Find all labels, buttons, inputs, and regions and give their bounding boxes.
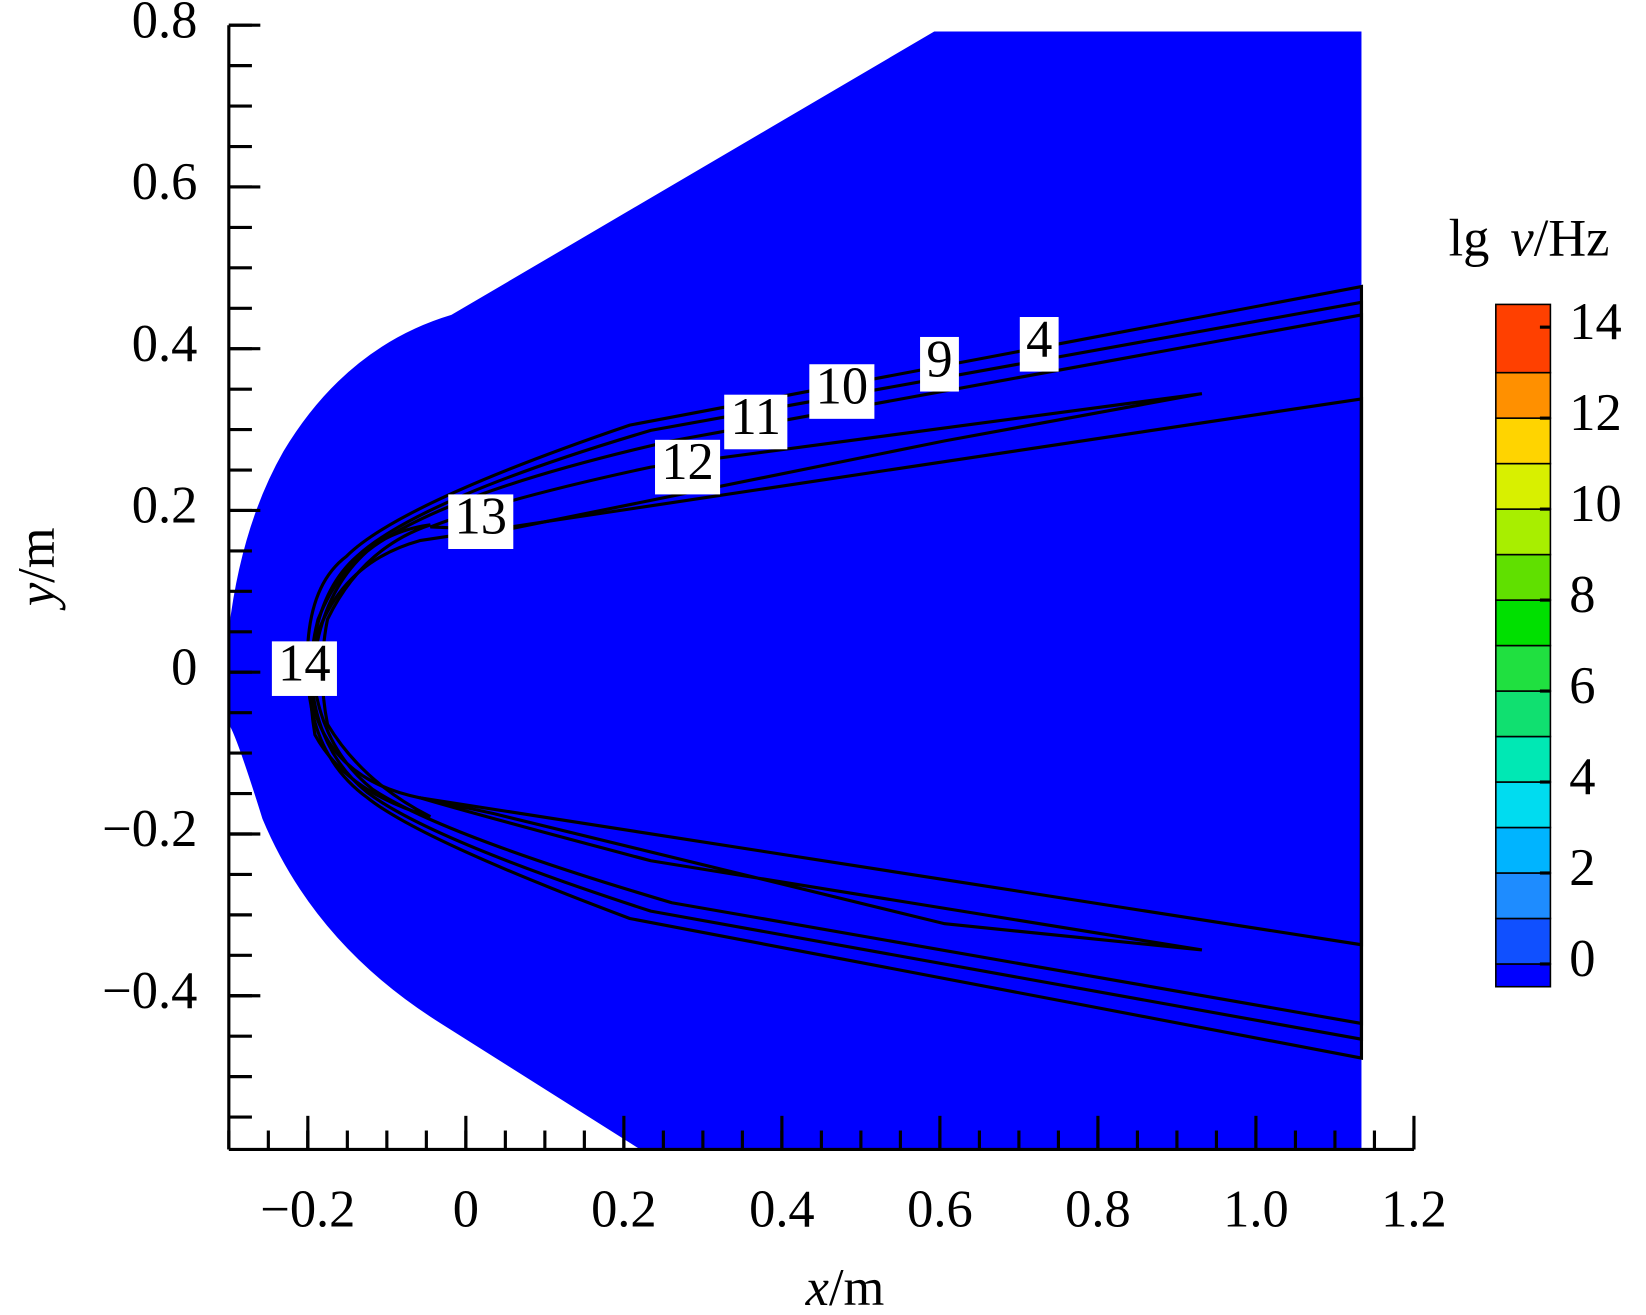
colorbar-symbol: ν — [1510, 210, 1534, 268]
contour-label: 9 — [926, 330, 952, 388]
colorbar-tick-label: 14 — [1569, 293, 1621, 351]
contour-red — [308, 523, 432, 819]
contour-label-box — [809, 364, 875, 419]
x-tick-label: 0.4 — [749, 1181, 815, 1239]
x-tick-label: 0.2 — [591, 1181, 657, 1239]
colorbar-title: lg ν/Hz — [1449, 210, 1610, 268]
y-tick-label: 0.8 — [132, 0, 198, 49]
y-axis-label: y/m — [8, 527, 66, 611]
colorbar-unit: /Hz — [1534, 210, 1610, 268]
y-axis-unit: /m — [8, 527, 66, 582]
colorbar-band — [1495, 462, 1552, 510]
field-blue — [228, 31, 1362, 1150]
colorbar-prefix: lg — [1449, 210, 1490, 268]
x-tick-label: 1.0 — [1223, 1181, 1289, 1239]
colorbar-band — [1495, 371, 1552, 419]
colorbar-tick-label: 12 — [1569, 384, 1621, 442]
x-axis-label: x/m — [805, 1259, 885, 1315]
contour-label: 10 — [816, 358, 868, 416]
colorbar-band — [1495, 599, 1552, 647]
contour-label-box — [448, 494, 514, 549]
x-tick-label: −0.2 — [260, 1181, 355, 1239]
x-tick-label: 1.2 — [1381, 1181, 1447, 1239]
colorbar-band — [1495, 417, 1552, 465]
y-tick-label: −0.2 — [102, 800, 197, 858]
x-tick-label: 0.6 — [907, 1181, 973, 1239]
contour-label: 13 — [455, 488, 507, 546]
x-axis-symbol: x — [805, 1259, 829, 1315]
colorbar-band — [1495, 963, 1552, 988]
colorbar-band — [1495, 690, 1552, 738]
y-tick-label: 0.6 — [132, 153, 198, 211]
contour-orange — [419, 796, 1203, 952]
colorbar-tick-label: 6 — [1569, 657, 1595, 715]
colorbar-tick-label: 4 — [1569, 748, 1595, 806]
colorbar-tick-label: 0 — [1569, 930, 1595, 988]
x-tick-label: 0 — [453, 1181, 479, 1239]
colorbar-band — [1495, 826, 1552, 874]
contour-label: 14 — [278, 635, 330, 693]
contour-label: 11 — [731, 388, 782, 446]
x-tick-label: 0.8 — [1065, 1181, 1131, 1239]
y-tick-label: 0.4 — [132, 315, 198, 373]
colorbar-band — [1495, 553, 1552, 601]
colorbar-band — [1495, 303, 1552, 374]
colorbar-band — [1495, 917, 1552, 965]
contour-label: 4 — [1026, 310, 1052, 368]
y-tick-label: 0.2 — [132, 477, 198, 535]
colorbar-band — [1495, 735, 1552, 783]
colorbar-tick-label: 10 — [1569, 475, 1621, 533]
y-axis-symbol: y — [8, 582, 66, 611]
contour-label-box — [271, 641, 337, 696]
colorbar-tick-label: 2 — [1569, 839, 1595, 897]
contour-label-box — [655, 439, 721, 495]
colorbar-tick-label: 8 — [1569, 566, 1595, 624]
y-tick-label: 0 — [171, 638, 197, 696]
contour-label: 12 — [661, 433, 713, 491]
colorbar-band — [1495, 781, 1552, 829]
contour-label-box — [1019, 317, 1059, 372]
y-tick-label: −0.4 — [102, 962, 197, 1020]
x-axis-unit: /m — [829, 1259, 884, 1315]
contour-label-box — [920, 336, 959, 392]
colorbar-band — [1495, 508, 1552, 556]
colorbar-band — [1495, 644, 1552, 692]
colorbar-band — [1495, 872, 1552, 920]
contour-label-box — [724, 394, 788, 450]
